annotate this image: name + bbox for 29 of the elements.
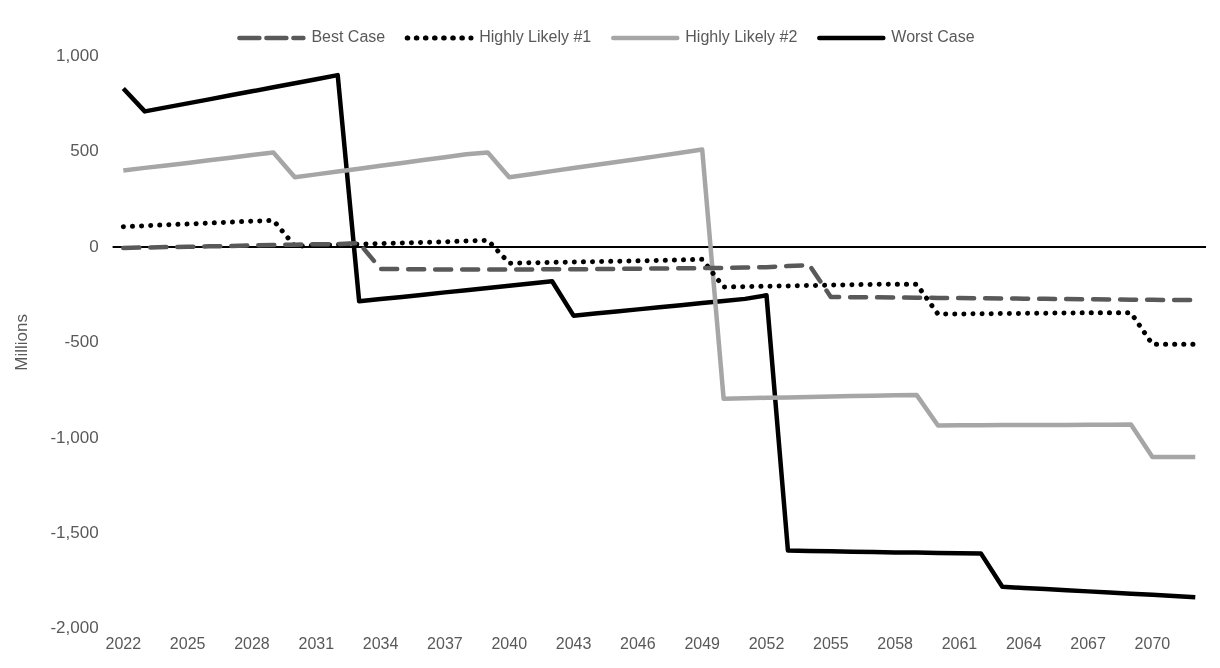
x-tick-label: 2055 xyxy=(813,634,849,652)
x-tick-label: 2058 xyxy=(877,634,914,652)
y-tick-label: -1,500 xyxy=(50,523,99,543)
y-tick-label: 1,000 xyxy=(56,45,99,65)
x-tick-label: 2046 xyxy=(620,634,656,652)
x-tick-label: 2052 xyxy=(748,634,785,652)
y-tick-label: -2,000 xyxy=(50,618,99,638)
x-tick-label: 2037 xyxy=(427,634,463,652)
legend-label: Highly Likely #2 xyxy=(685,28,798,46)
x-tick-label: 2043 xyxy=(555,634,592,652)
x-tick-label: 2049 xyxy=(684,634,721,652)
x-tick-label: 2028 xyxy=(234,634,270,652)
x-tick-label: 2064 xyxy=(1005,634,1042,652)
y-tick-label: -1,000 xyxy=(50,427,99,447)
x-tick-label: 2061 xyxy=(941,634,978,652)
y-axis-title: Millions xyxy=(11,314,31,371)
y-tick-label: -500 xyxy=(64,332,99,352)
x-tick-label: 2040 xyxy=(491,634,528,652)
x-tick-label: 2067 xyxy=(1070,634,1106,652)
x-tick-label: 2034 xyxy=(362,634,399,652)
legend-label: Highly Likely #1 xyxy=(479,28,592,46)
x-tick-label: 2070 xyxy=(1134,634,1171,652)
x-tick-label: 2022 xyxy=(105,634,142,652)
y-tick-label: 500 xyxy=(70,141,99,161)
legend-label: Best Case xyxy=(311,28,386,46)
legend-label: Worst Case xyxy=(891,28,975,46)
x-tick-label: 2025 xyxy=(169,634,206,652)
y-tick-label: 0 xyxy=(89,236,99,256)
x-tick-label: 2031 xyxy=(298,634,335,652)
